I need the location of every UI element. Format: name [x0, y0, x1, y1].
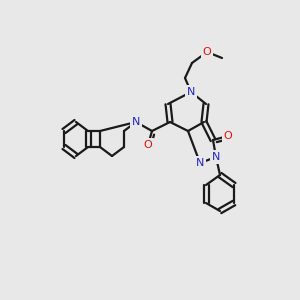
Text: O: O: [224, 131, 232, 141]
Text: N: N: [212, 152, 220, 162]
Text: N: N: [132, 117, 140, 127]
Text: O: O: [144, 140, 152, 150]
Text: N: N: [196, 158, 204, 168]
Text: O: O: [202, 47, 211, 57]
Text: N: N: [187, 87, 195, 97]
